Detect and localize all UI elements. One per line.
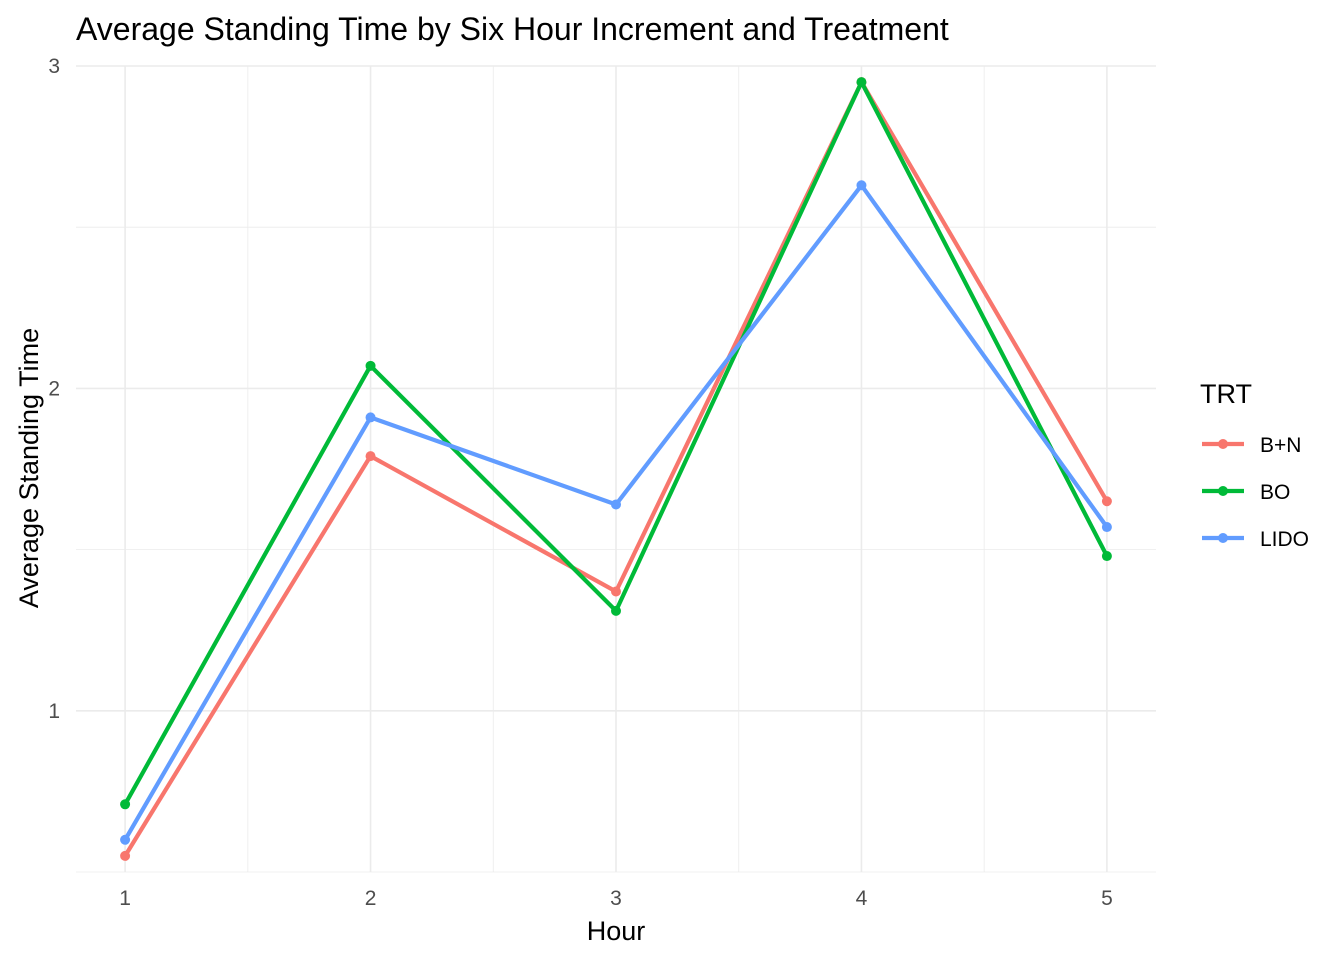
data-point-bo xyxy=(1101,551,1112,562)
legend-item-b-n: B+N xyxy=(1202,434,1301,457)
data-point-lido xyxy=(365,412,376,423)
y-tick-label: 1 xyxy=(48,700,60,723)
data-point-bo xyxy=(611,605,621,616)
y-tick-label: 2 xyxy=(48,377,60,400)
series-lido xyxy=(120,180,1112,845)
series-bo xyxy=(120,77,1112,810)
data-point-bo xyxy=(856,77,867,88)
legend-item-lido: LIDO xyxy=(1202,528,1309,551)
data-point-b-n xyxy=(1101,496,1112,507)
data-point-b-n xyxy=(120,850,131,861)
x-tick-label: 3 xyxy=(610,887,622,910)
legend-title: TRT xyxy=(1200,379,1252,409)
chart-title: Average Standing Time by Six Hour Increm… xyxy=(76,11,949,47)
series-layer xyxy=(120,77,1112,861)
grid-lines xyxy=(76,65,1156,873)
data-point-b-n xyxy=(365,451,376,462)
legend-label: B+N xyxy=(1260,434,1301,457)
data-point-bo xyxy=(365,360,376,371)
legend: TRT B+N BO LIDO xyxy=(1200,379,1309,551)
legend-key-point xyxy=(1218,486,1228,496)
data-point-b-n xyxy=(611,586,621,597)
y-tick-label: 3 xyxy=(48,55,60,78)
data-point-lido xyxy=(1101,522,1112,533)
data-point-lido xyxy=(120,834,131,845)
legend-item-bo: BO xyxy=(1202,481,1290,504)
y-axis-ticks: 1 2 3 xyxy=(48,55,60,723)
data-point-lido xyxy=(856,180,867,191)
x-tick-label: 4 xyxy=(856,887,868,910)
legend-label: LIDO xyxy=(1260,528,1309,551)
x-axis-ticks: 1 2 3 4 5 xyxy=(119,887,1113,910)
plot-panel xyxy=(76,65,1156,873)
legend-label: BO xyxy=(1260,481,1290,504)
legend-items: B+N BO LIDO xyxy=(1202,434,1309,551)
legend-key-point xyxy=(1218,439,1228,449)
legend-key-point xyxy=(1218,533,1228,543)
x-tick-label: 1 xyxy=(119,887,131,910)
data-point-bo xyxy=(120,799,131,810)
x-tick-label: 2 xyxy=(365,887,377,910)
y-axis-title: Average Standing Time xyxy=(14,328,44,608)
x-axis-title: Hour xyxy=(587,916,646,946)
x-tick-label: 5 xyxy=(1101,887,1113,910)
data-point-lido xyxy=(611,499,621,510)
